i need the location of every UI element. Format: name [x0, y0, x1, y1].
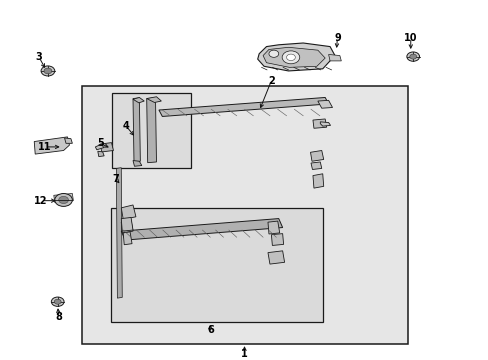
Polygon shape	[320, 122, 330, 126]
Text: 9: 9	[333, 33, 340, 42]
Polygon shape	[133, 161, 142, 166]
Text: 8: 8	[55, 312, 62, 322]
Text: 3: 3	[36, 52, 42, 62]
Polygon shape	[317, 100, 332, 108]
Circle shape	[286, 54, 295, 60]
Polygon shape	[121, 205, 136, 219]
Polygon shape	[271, 234, 283, 246]
Bar	[112, 93, 190, 168]
Polygon shape	[146, 98, 156, 163]
Polygon shape	[328, 54, 341, 61]
Text: 7: 7	[112, 174, 119, 184]
Polygon shape	[121, 219, 282, 240]
Circle shape	[44, 68, 52, 74]
Polygon shape	[312, 174, 323, 188]
Circle shape	[406, 52, 419, 61]
Polygon shape	[100, 143, 113, 152]
Circle shape	[54, 299, 61, 304]
Polygon shape	[95, 144, 103, 150]
Bar	[82, 86, 407, 344]
Text: 12: 12	[34, 196, 47, 206]
Polygon shape	[257, 43, 334, 71]
Text: 11: 11	[38, 142, 52, 152]
Polygon shape	[312, 119, 326, 128]
Circle shape	[282, 51, 299, 64]
Text: 10: 10	[403, 33, 417, 42]
Circle shape	[51, 297, 64, 306]
Polygon shape	[133, 98, 144, 103]
Polygon shape	[267, 251, 284, 264]
Text: 2: 2	[267, 76, 274, 86]
Polygon shape	[121, 217, 133, 231]
Polygon shape	[64, 138, 72, 143]
Polygon shape	[267, 221, 279, 234]
Polygon shape	[34, 137, 69, 154]
Circle shape	[59, 196, 68, 203]
Polygon shape	[121, 220, 133, 233]
Text: 1: 1	[241, 349, 247, 359]
Polygon shape	[133, 98, 140, 162]
Circle shape	[268, 50, 278, 57]
Text: 6: 6	[206, 325, 213, 335]
Text: 4: 4	[122, 121, 129, 131]
Polygon shape	[146, 97, 161, 103]
Polygon shape	[98, 151, 104, 157]
Polygon shape	[116, 168, 122, 298]
Polygon shape	[159, 98, 328, 116]
Polygon shape	[310, 162, 321, 170]
Polygon shape	[54, 193, 73, 202]
Circle shape	[41, 66, 55, 76]
Text: 5: 5	[97, 138, 103, 148]
Polygon shape	[263, 47, 325, 67]
Circle shape	[55, 193, 72, 206]
Polygon shape	[123, 232, 132, 245]
Circle shape	[409, 54, 416, 59]
Bar	[111, 208, 322, 323]
Polygon shape	[310, 150, 323, 161]
